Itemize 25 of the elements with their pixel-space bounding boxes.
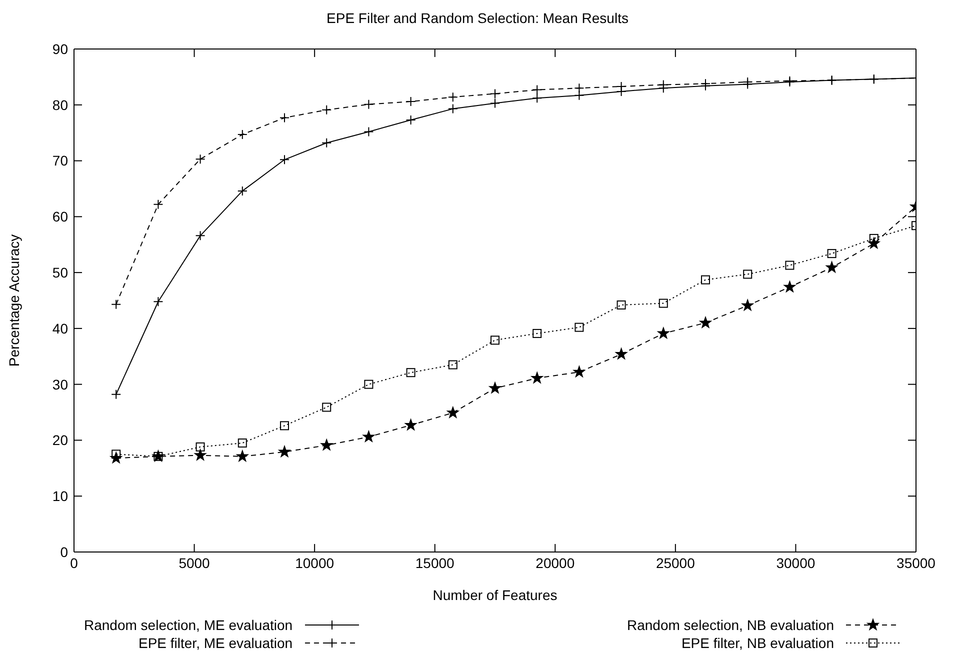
y-tick-label: 30 bbox=[52, 376, 68, 392]
y-tick-label: 20 bbox=[52, 432, 68, 448]
y-tick-label: 10 bbox=[52, 488, 68, 504]
x-tick-label: 30000 bbox=[776, 554, 816, 571]
x-tick-label: 15000 bbox=[415, 554, 455, 571]
x-tick-label: 35000 bbox=[896, 554, 936, 571]
y-tick-label: 60 bbox=[52, 208, 68, 225]
legend-label: EPE filter, ME evaluation bbox=[138, 635, 293, 651]
legend-label: Random selection, NB evaluation bbox=[626, 617, 834, 633]
x-tick-label: 5000 bbox=[178, 554, 210, 571]
y-tick-label: 70 bbox=[52, 152, 68, 169]
y-tick-label: 40 bbox=[52, 320, 68, 336]
x-tick-label: 10000 bbox=[295, 554, 334, 571]
y-tick-label: 50 bbox=[52, 264, 68, 281]
y-tick-label: 0 bbox=[60, 544, 68, 560]
x-tick-label: 25000 bbox=[656, 554, 696, 571]
legend-label: EPE filter, NB evaluation bbox=[681, 635, 834, 651]
legend-label: Random selection, ME evaluation bbox=[84, 617, 293, 633]
y-axis-title: Percentage Accuracy bbox=[6, 234, 22, 367]
x-tick-label: 0 bbox=[70, 554, 78, 571]
x-tick-label: 20000 bbox=[536, 554, 575, 571]
chart-title: EPE Filter and Random Selection: Mean Results bbox=[326, 9, 630, 28]
y-tick-label: 90 bbox=[52, 40, 68, 57]
y-tick-label: 80 bbox=[52, 96, 68, 113]
x-axis-title: Number of Features bbox=[432, 587, 558, 603]
